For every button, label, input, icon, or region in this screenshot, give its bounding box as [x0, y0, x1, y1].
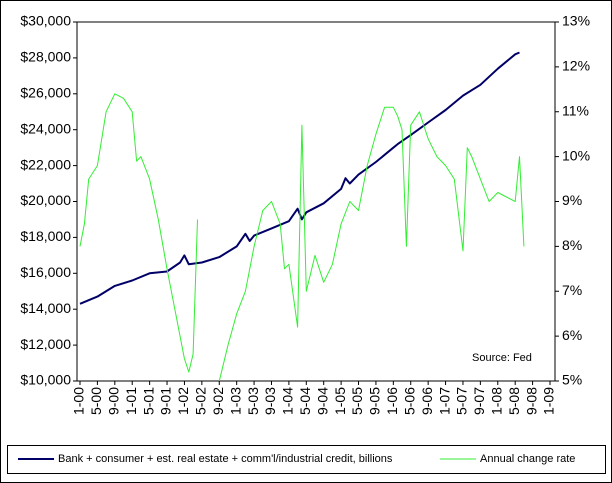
y-tick-label: $18,000 — [20, 228, 71, 244]
x-tick-label: 5-08 — [506, 387, 522, 415]
y2-tick-label: 11% — [562, 102, 589, 118]
x-tick-label: 9-04 — [314, 387, 330, 415]
x-tick-label: 5-01 — [140, 387, 156, 415]
y-tick-label: $16,000 — [20, 264, 71, 280]
series-line — [79, 93, 525, 381]
legend-label: Bank + consumer + est. real estate + com… — [58, 453, 393, 465]
x-tick-label: 1-02 — [175, 387, 191, 415]
y-tick-label: $22,000 — [20, 156, 71, 172]
x-tick-label: 5-06 — [401, 387, 417, 415]
legend-label: Annual change rate — [480, 453, 575, 465]
x-tick-label: 1-07 — [436, 387, 452, 415]
y-tick-label: $20,000 — [20, 192, 71, 208]
x-tick-label: 5-05 — [349, 387, 365, 415]
x-tick-label: 9-05 — [367, 387, 383, 415]
x-tick-label: 1-06 — [384, 387, 400, 415]
y2-tick-label: 13% — [562, 13, 590, 29]
y2-tick-label: 6% — [562, 327, 582, 343]
y2-tick-label: 10% — [562, 147, 590, 163]
y-tick-label: $30,000 — [20, 13, 71, 29]
x-tick-label: 5-03 — [245, 387, 261, 415]
legend — [7, 445, 606, 474]
y2-tick-label: 9% — [562, 192, 582, 208]
y2-tick-label: 5% — [562, 372, 582, 388]
y2-tick-label: 12% — [562, 58, 590, 74]
x-tick-label: 1-04 — [280, 387, 296, 415]
x-tick-label: 9-02 — [210, 387, 226, 415]
x-tick-label: 5-07 — [454, 387, 470, 415]
y-tick-label: $26,000 — [20, 85, 71, 101]
y-tick-label: $10,000 — [20, 372, 71, 388]
x-tick-label: 5-04 — [297, 387, 313, 415]
annotation: Source: Fed — [472, 352, 532, 364]
x-tick-label: 1-05 — [332, 387, 348, 415]
x-tick-label: 1-08 — [488, 387, 504, 415]
x-tick-label: 9-01 — [158, 387, 174, 415]
y2-tick-label: 8% — [562, 237, 582, 253]
x-tick-label: 1-03 — [227, 387, 243, 415]
x-tick-label: 5-00 — [88, 387, 104, 415]
x-tick-label: 1-00 — [71, 387, 87, 415]
x-tick-label: 9-08 — [523, 387, 539, 415]
y-tick-label: $24,000 — [20, 120, 71, 136]
x-tick-label: 9-03 — [262, 387, 278, 415]
y-tick-label: $12,000 — [20, 336, 71, 352]
y-tick-label: $28,000 — [20, 49, 71, 65]
plot-area — [76, 21, 556, 382]
x-tick-label: 1-01 — [123, 387, 139, 415]
x-tick-label: 9-00 — [106, 387, 122, 415]
series-group — [79, 51, 525, 381]
y2-tick-label: 7% — [562, 282, 582, 298]
x-tick-label: 9-06 — [419, 387, 435, 415]
x-tick-label: 9-07 — [471, 387, 487, 415]
x-tick-label: 1-09 — [541, 387, 557, 415]
x-tick-label: 5-02 — [193, 387, 209, 415]
y-tick-label: $14,000 — [20, 300, 71, 316]
